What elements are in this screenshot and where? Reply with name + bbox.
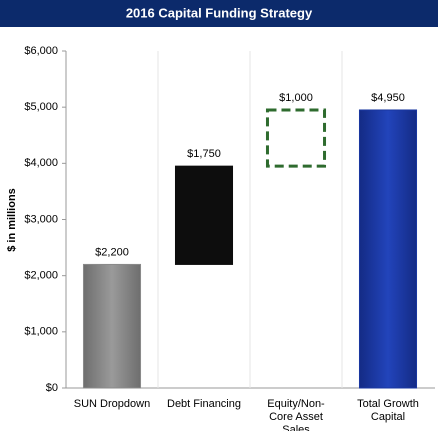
y-tick-label: $0 bbox=[46, 382, 58, 394]
x-tick-label: SUN Dropdown bbox=[73, 398, 151, 410]
title-banner bbox=[0, 0, 438, 27]
y-tick-label: $1,000 bbox=[24, 326, 58, 338]
bar bbox=[82, 263, 142, 389]
value-label: $2,200 bbox=[95, 246, 129, 258]
y-tick-label: $2,000 bbox=[24, 270, 58, 282]
y-tick-label: $3,000 bbox=[24, 213, 58, 225]
y-tick-label: $6,000 bbox=[24, 45, 58, 57]
value-label: $4,950 bbox=[371, 92, 405, 104]
x-tick-label: Total Growth Capital bbox=[357, 398, 419, 423]
bar bbox=[358, 109, 418, 389]
x-tick-label: Debt Financing bbox=[167, 398, 241, 410]
bar bbox=[265, 108, 327, 168]
x-tick-label: Equity/Non-Core Asset Sales bbox=[267, 398, 325, 431]
y-tick-label: $4,000 bbox=[24, 157, 58, 169]
value-label: $1,750 bbox=[187, 148, 221, 160]
value-label: $1,000 bbox=[279, 92, 313, 104]
bar bbox=[174, 165, 234, 265]
y-tick-label: $5,000 bbox=[24, 101, 58, 113]
y-axis-label: $ in millions bbox=[6, 188, 18, 252]
chart-title: 2016 Capital Funding Strategy bbox=[126, 5, 313, 20]
